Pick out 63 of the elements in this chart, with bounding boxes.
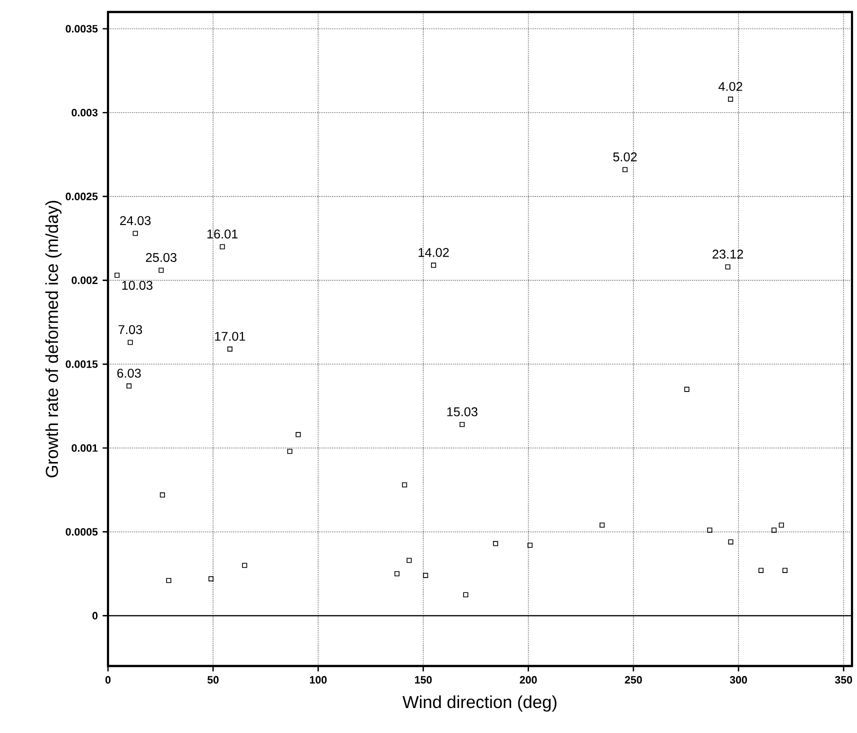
point (725, 264, 730, 270)
point (728, 96, 734, 102)
point (126, 383, 132, 388)
point (160, 492, 165, 498)
x-tick-label: 200 (520, 676, 537, 684)
point (208, 576, 214, 582)
x-tick-label: 150 (415, 676, 432, 684)
point (114, 272, 120, 278)
x-tick-label: 250 (624, 676, 642, 684)
point (778, 522, 784, 528)
point (758, 568, 764, 573)
point (431, 262, 436, 268)
point (394, 571, 400, 576)
x-tick-label: 100 (310, 676, 327, 684)
y-tick-label: 0.0015 (66, 360, 98, 368)
point (220, 244, 225, 250)
point (622, 167, 628, 172)
point (423, 572, 428, 578)
point (287, 448, 292, 454)
point (684, 386, 690, 392)
point (166, 578, 172, 584)
x-axis-title: Wind direction (deg) (402, 695, 556, 712)
point (463, 592, 468, 598)
point (782, 568, 788, 573)
annotation: 16.01 (207, 230, 238, 239)
y-tick-label: 0.0005 (66, 528, 98, 536)
point (296, 432, 301, 438)
point (728, 539, 734, 544)
annotation: 4.02 (718, 82, 742, 91)
x-tick-label: 50 (207, 676, 219, 684)
x-tick-label: 350 (834, 676, 852, 684)
y-tick-label: 0 (92, 612, 98, 620)
point (158, 268, 164, 273)
point (406, 558, 412, 563)
annotation: 14.02 (418, 248, 449, 257)
annotation: 5.02 (613, 152, 637, 162)
point (402, 482, 408, 488)
annotation: 15.03 (447, 407, 478, 416)
y-tick-label: 0.001 (72, 444, 98, 452)
point (772, 528, 777, 533)
point (128, 340, 133, 345)
y-tick-label: 0.0035 (66, 24, 98, 33)
annotation: 25.03 (146, 253, 176, 262)
point (600, 522, 605, 528)
annotation: 23.12 (712, 250, 744, 259)
point (460, 422, 465, 428)
annotation: 24.03 (120, 216, 151, 226)
annotation: 7.03 (118, 325, 142, 334)
y-tick-label: 0.003 (72, 108, 98, 116)
point (242, 562, 248, 568)
x-tick-label: 0 (105, 676, 111, 684)
annotation: 6.03 (117, 368, 141, 378)
annotation: 17.01 (215, 332, 246, 341)
y-axis-title: Growth rate of deformed ice (m/day) (45, 200, 62, 478)
point (493, 541, 498, 546)
annotation: 10.03 (122, 280, 152, 290)
point (527, 542, 533, 548)
point (227, 346, 232, 352)
x-tick-label: 300 (730, 676, 747, 684)
point (707, 528, 712, 533)
y-tick-label: 0.0025 (66, 192, 98, 200)
y-tick-label: 0.002 (72, 276, 98, 284)
point (132, 230, 138, 236)
